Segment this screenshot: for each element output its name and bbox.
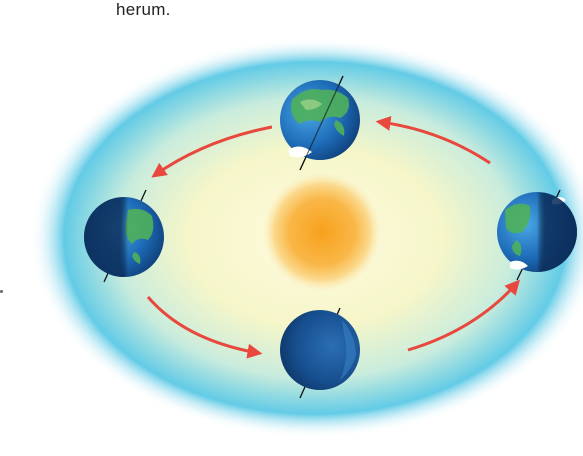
- earth-right: [497, 189, 577, 281]
- arrow-bottom-to-right: [407, 279, 520, 352]
- sun: [262, 172, 382, 292]
- arrow-top-to-left: [151, 125, 273, 178]
- earth-left: [84, 189, 164, 283]
- arrow-right-to-top: [375, 115, 491, 165]
- stray-dot: [0, 290, 3, 293]
- earth-bottom: [280, 307, 360, 399]
- arrow-left-to-bottom: [146, 296, 263, 359]
- earth-top: [280, 75, 360, 171]
- caption-text: herum.: [116, 0, 171, 19]
